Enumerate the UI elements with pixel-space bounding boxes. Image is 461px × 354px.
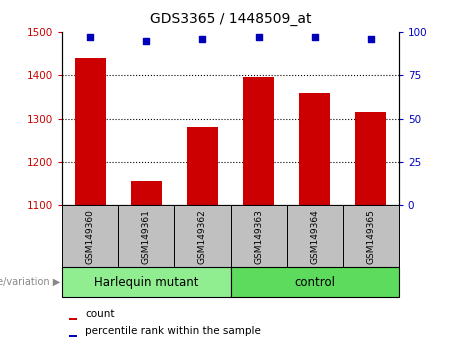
Bar [230,267,399,297]
Point [142,38,150,44]
Text: GSM149360: GSM149360 [86,209,95,264]
Point [87,34,94,40]
Text: Harlequin mutant: Harlequin mutant [94,276,199,289]
Bar [118,205,174,267]
Bar [243,78,274,205]
Bar [299,92,330,205]
Point [199,36,206,42]
Bar [174,205,230,267]
Bar [62,267,230,297]
Text: percentile rank within the sample: percentile rank within the sample [85,326,261,336]
Bar [230,205,287,267]
Bar [355,112,386,205]
Bar [62,205,118,267]
Text: GSM149363: GSM149363 [254,209,263,264]
Bar [69,335,77,337]
Text: GSM149365: GSM149365 [366,209,375,264]
Text: count: count [85,309,115,319]
Text: GDS3365 / 1448509_at: GDS3365 / 1448509_at [150,12,311,27]
Bar [75,58,106,205]
Bar [287,205,343,267]
Text: GSM149364: GSM149364 [310,209,319,264]
Bar [343,205,399,267]
Bar [131,182,162,205]
Text: GSM149362: GSM149362 [198,209,207,264]
Text: GSM149361: GSM149361 [142,209,151,264]
Point [255,34,262,40]
Text: control: control [294,276,335,289]
Bar [187,127,218,205]
Point [311,34,318,40]
Text: genotype/variation ▶: genotype/variation ▶ [0,277,60,287]
Bar [69,318,77,320]
Point [367,36,374,42]
